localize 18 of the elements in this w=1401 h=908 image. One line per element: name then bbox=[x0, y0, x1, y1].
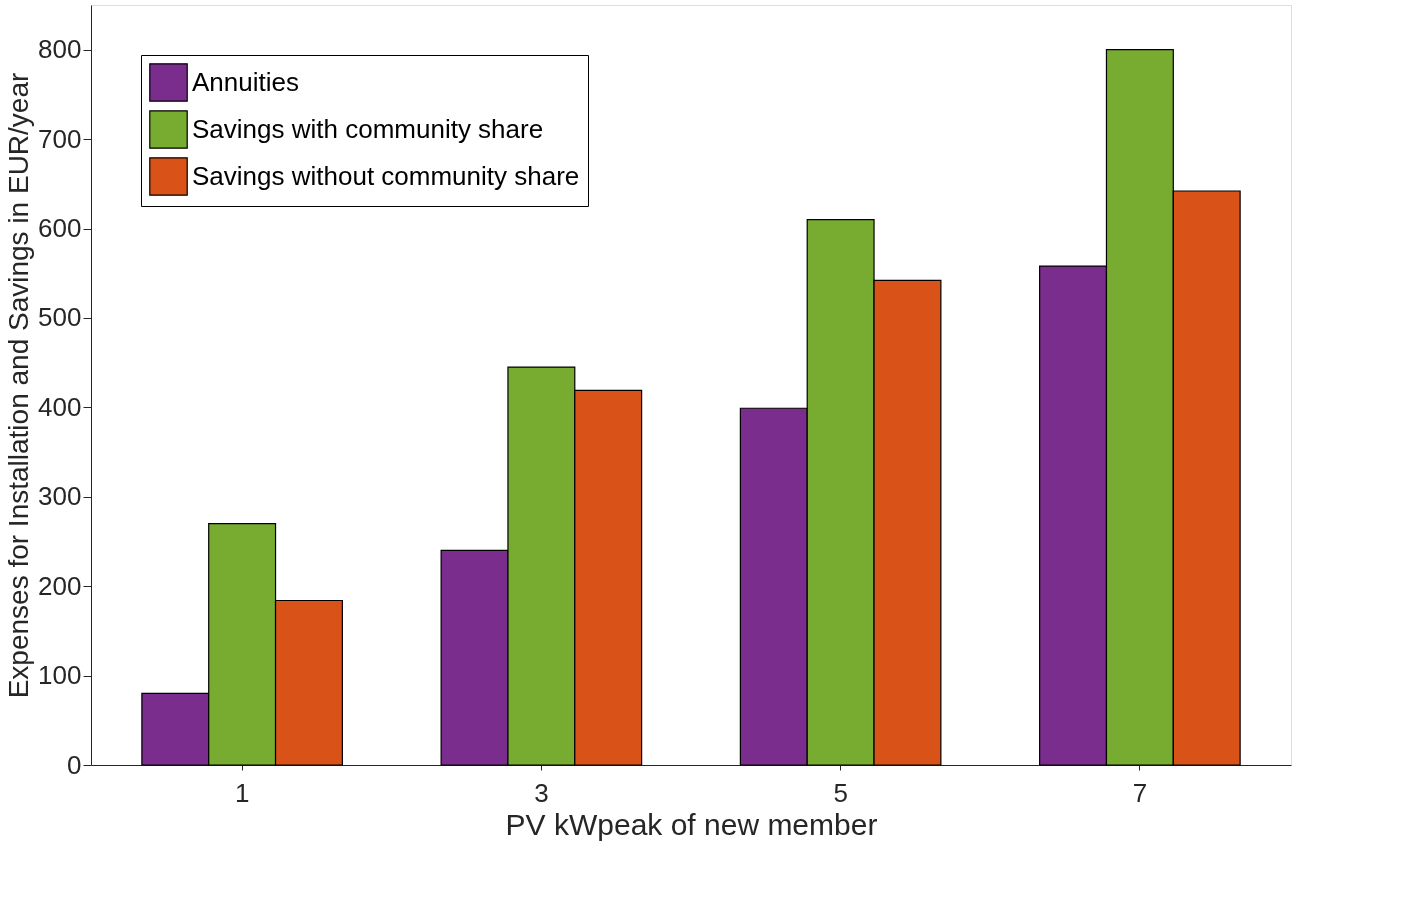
y-tick-label: 600 bbox=[38, 213, 82, 244]
x-tick-label: 7 bbox=[1132, 777, 1148, 808]
legend-label: Annuities bbox=[192, 66, 299, 97]
y-axis-title: Expenses for Installation and Savings in EUR/year bbox=[3, 72, 35, 699]
legend-label: Savings with community share bbox=[192, 113, 544, 144]
y-tick-label: 300 bbox=[38, 481, 82, 512]
y-tick-label: 800 bbox=[38, 34, 82, 65]
legend-label: Savings without community share bbox=[192, 160, 580, 191]
y-tick-label: 700 bbox=[38, 123, 82, 154]
y-tick-label: 500 bbox=[38, 302, 82, 333]
x-tick-label: 3 bbox=[534, 777, 549, 808]
y-tick-label: 400 bbox=[38, 391, 82, 422]
y-tick-label: 0 bbox=[67, 749, 82, 780]
x-tick-label: 5 bbox=[833, 777, 848, 808]
y-tick-label: 100 bbox=[38, 660, 82, 691]
y-tick-label: 200 bbox=[38, 570, 82, 601]
x-axis-title: PV kWpeak of new member bbox=[505, 807, 878, 841]
x-tick-label: 1 bbox=[234, 777, 250, 808]
